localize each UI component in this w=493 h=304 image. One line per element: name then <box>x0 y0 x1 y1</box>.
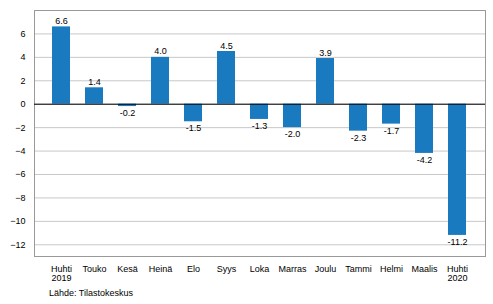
svg-text:Marras: Marras <box>278 264 307 274</box>
svg-text:Maalis: Maalis <box>411 264 438 274</box>
svg-text:Syys: Syys <box>217 264 237 274</box>
svg-text:Huhti2020: Huhti2020 <box>447 264 468 283</box>
svg-text:-4.2: -4.2 <box>417 155 433 165</box>
svg-text:−4: −4 <box>15 146 25 156</box>
svg-text:Heinä: Heinä <box>149 264 173 274</box>
svg-text:−8: −8 <box>15 193 25 203</box>
svg-text:−6: −6 <box>15 169 25 179</box>
svg-text:6.6: 6.6 <box>55 16 68 26</box>
svg-text:Tammi: Tammi <box>345 264 372 274</box>
svg-text:6: 6 <box>20 29 25 39</box>
svg-text:4: 4 <box>20 52 25 62</box>
svg-text:-0.2: -0.2 <box>120 108 136 118</box>
svg-text:-1.7: -1.7 <box>384 126 400 136</box>
svg-text:4.0: 4.0 <box>154 46 167 56</box>
svg-text:Touko: Touko <box>82 264 106 274</box>
svg-text:-11.2: -11.2 <box>448 237 468 247</box>
svg-text:Huhti2019: Huhti2019 <box>51 264 72 283</box>
svg-text:−10: −10 <box>10 216 25 226</box>
svg-text:Helmi: Helmi <box>380 264 403 274</box>
html-text:Lähde: Tilastokeskus: Lähde: Tilastokeskus <box>49 288 134 298</box>
svg-text:−12: −12 <box>10 240 25 250</box>
svg-text:Joulu: Joulu <box>315 264 337 274</box>
svg-text:−2: −2 <box>15 123 25 133</box>
svg-text:Kesä: Kesä <box>117 264 138 274</box>
svg-text:-1.3: -1.3 <box>252 121 268 131</box>
svg-text:Loka: Loka <box>250 264 270 274</box>
svg-text:-1.5: -1.5 <box>186 123 202 133</box>
svg-text:3.9: 3.9 <box>319 48 332 58</box>
svg-text:1.4: 1.4 <box>88 77 101 87</box>
svg-text:2: 2 <box>20 76 25 86</box>
svg-text:Elo: Elo <box>187 264 200 274</box>
svg-text:-2.3: -2.3 <box>351 133 367 143</box>
svg-text:0: 0 <box>20 99 25 109</box>
svg-text:-2.0: -2.0 <box>285 129 301 139</box>
svg-text:4.5: 4.5 <box>220 41 233 51</box>
